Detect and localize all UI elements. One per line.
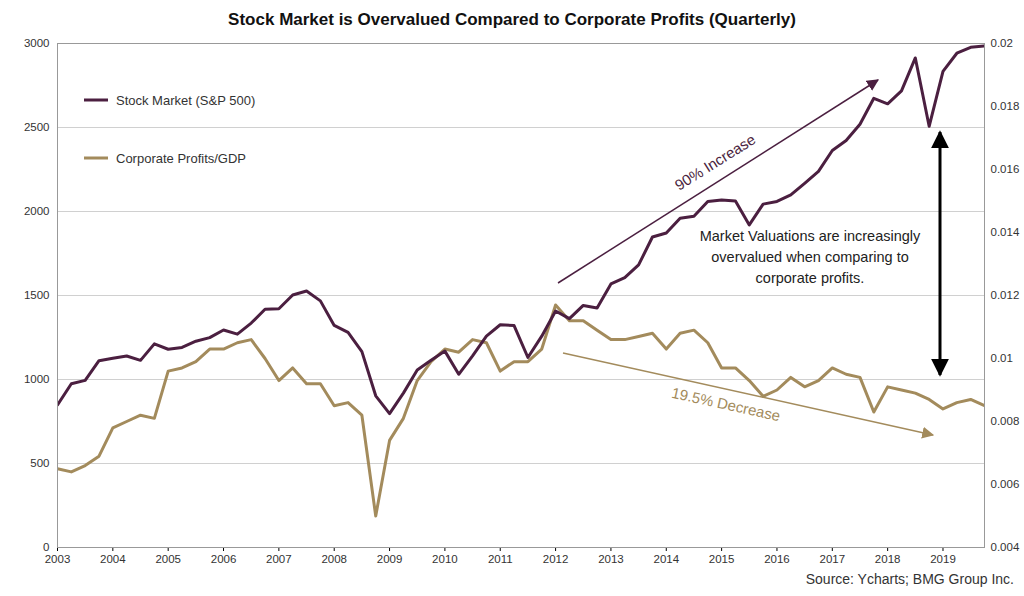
svg-text:2011: 2011 <box>488 553 513 565</box>
svg-text:Stock Market (S&P 500): Stock Market (S&P 500) <box>116 93 255 108</box>
svg-text:0.014: 0.014 <box>991 226 1020 238</box>
svg-text:2019: 2019 <box>930 553 956 565</box>
svg-text:500: 500 <box>30 457 49 469</box>
html-text:90% Increase: 90% Increase <box>671 130 759 194</box>
svg-text:2014: 2014 <box>653 553 679 565</box>
svg-text:0.018: 0.018 <box>991 100 1020 112</box>
svg-text:2009: 2009 <box>377 553 403 565</box>
svg-text:2008: 2008 <box>321 553 347 565</box>
svg-text:2012: 2012 <box>543 553 569 565</box>
svg-text:2005: 2005 <box>155 553 181 565</box>
svg-text:0.008: 0.008 <box>991 415 1020 427</box>
svg-text:0.016: 0.016 <box>991 163 1020 175</box>
svg-text:2004: 2004 <box>100 553 126 565</box>
svg-text:Corporate Profits/GDP: Corporate Profits/GDP <box>116 151 246 166</box>
svg-text:2017: 2017 <box>820 553 846 565</box>
html-text:Stock Market is Overvalued Com: Stock Market is Overvalued Compared to C… <box>228 10 796 29</box>
svg-text:0.006: 0.006 <box>991 478 1020 490</box>
html-text:Source: Ycharts; BMG Group Inc: Source: Ycharts; BMG Group Inc. <box>805 571 1014 587</box>
svg-text:2006: 2006 <box>211 553 237 565</box>
svg-text:2003: 2003 <box>45 553 71 565</box>
html-text:19.5% Decrease: 19.5% Decrease <box>670 383 782 425</box>
svg-text:2500: 2500 <box>24 121 50 133</box>
svg-text:3000: 3000 <box>24 37 50 49</box>
svg-text:0.01: 0.01 <box>991 352 1013 364</box>
svg-text:0.004: 0.004 <box>991 541 1020 553</box>
svg-text:1000: 1000 <box>24 373 50 385</box>
html-text:Market Valuations are increasi: Market Valuations are increasingly overv… <box>699 228 921 286</box>
svg-text:0.012: 0.012 <box>991 289 1020 301</box>
svg-text:2007: 2007 <box>266 553 292 565</box>
svg-text:2015: 2015 <box>709 553 735 565</box>
svg-text:2016: 2016 <box>764 553 790 565</box>
svg-text:2010: 2010 <box>432 553 458 565</box>
svg-text:2013: 2013 <box>598 553 624 565</box>
svg-text:1500: 1500 <box>24 289 50 301</box>
svg-text:0.02: 0.02 <box>991 37 1013 49</box>
svg-text:0: 0 <box>43 541 49 553</box>
svg-text:2000: 2000 <box>24 205 50 217</box>
svg-text:2018: 2018 <box>875 553 901 565</box>
